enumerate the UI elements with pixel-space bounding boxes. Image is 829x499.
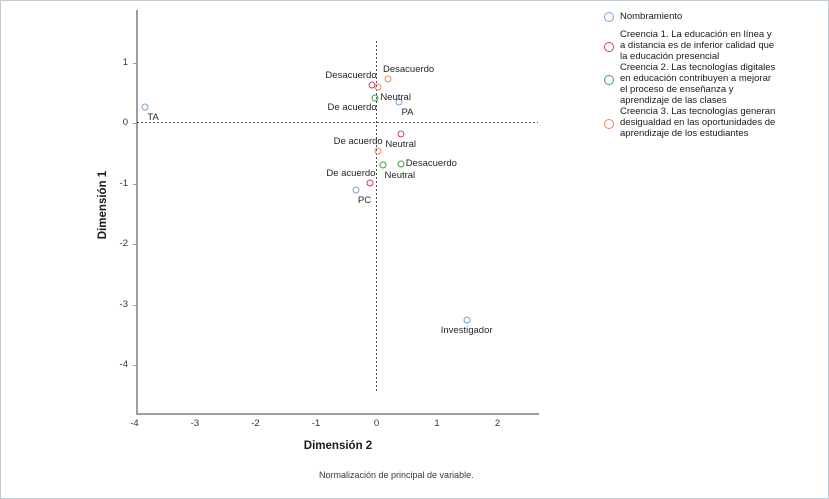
y-tick-label: 1 (122, 56, 128, 68)
y-zero-reference-line (137, 122, 538, 123)
point-label: PC (357, 194, 372, 206)
legend-swatch-creencia-2 (604, 75, 614, 85)
y-tick-mark (133, 304, 137, 306)
legend-label-line: el proceso de enseñanza y (620, 84, 734, 95)
x-tick-label: -1 (311, 418, 321, 429)
point-label: Neutral (380, 91, 411, 103)
legend-item: Nombramiento (604, 11, 828, 22)
x-tick-label: -3 (190, 418, 200, 429)
legend-label: Creencia 3. Las tecnologías generan desig… (620, 106, 775, 139)
x-tick-label: -2 (251, 418, 260, 429)
data-point (397, 130, 405, 138)
legend-item: Creencia 3. Las tecnologías generan desig… (604, 106, 828, 139)
x-zero-reference-line (376, 41, 377, 391)
point-label: TA (147, 112, 159, 124)
y-tick-mark (133, 62, 137, 64)
chart-footnote: Normalización de principal de variable. (319, 470, 474, 480)
legend-label-line: aprendizaje de los estudiantes (620, 128, 749, 139)
y-axis-line (136, 10, 138, 415)
data-point (352, 186, 360, 194)
legend-swatch-nombramiento (604, 12, 614, 22)
legend-label-line: Nombramiento (620, 11, 683, 22)
point-label: Investigador (440, 325, 493, 337)
y-tick-label: 0 (122, 117, 128, 128)
legend-label: Nombramiento (620, 11, 682, 22)
point-label: Desacuerdo (382, 64, 435, 76)
legend-label-line: la educación presencial (620, 51, 720, 62)
y-tick-label: -3 (119, 298, 128, 310)
data-point (366, 179, 374, 187)
point-label: De acuerdo (327, 101, 377, 113)
y-tick-label: -4 (119, 359, 128, 370)
x-axis-title: Dimensión 2 (303, 440, 373, 452)
point-label: De acuerdo (333, 136, 383, 148)
data-point (141, 103, 149, 111)
legend-label-line: en educación contribuyen a mejorar (620, 73, 772, 84)
data-point (463, 316, 471, 324)
data-point (371, 94, 379, 102)
x-tick-label: 1 (434, 418, 440, 429)
y-tick-mark (133, 183, 137, 185)
point-label: De acuerdo (326, 167, 376, 179)
legend-swatch-creencia-1 (604, 42, 614, 52)
x-axis-line (136, 413, 539, 415)
y-tick-mark (133, 244, 137, 245)
legend-label-line: a distancia es de inferior calidad que (620, 40, 775, 51)
point-label: Neutral (385, 138, 416, 150)
y-tick-label: -1 (119, 177, 128, 189)
legend-label-line: aprendizaje de las clases (620, 95, 727, 106)
point-label: Desacuerdo (325, 70, 377, 82)
legend-label-line: Creencia 2. Las tecnologías digitales (620, 62, 776, 73)
legend-label-line: desigualdad en las oportunidades de (620, 117, 776, 128)
y-tick-mark (133, 365, 137, 366)
point-label: Neutral (384, 169, 416, 181)
legend-item: Creencia 2. Las tecnologías digitales en … (604, 62, 828, 106)
y-axis-title: Dimensión 1 (97, 170, 109, 240)
legend-label-line: Creencia 3. Las tecnologías generan (620, 106, 776, 117)
data-point (374, 83, 382, 91)
x-tick-label: -4 (130, 418, 139, 429)
data-point (374, 147, 382, 155)
y-tick-label: -2 (119, 238, 128, 249)
y-tick-mark (133, 123, 137, 124)
data-point (368, 81, 376, 89)
legend-label-line: Creencia 1. La educación en línea y (620, 29, 772, 40)
data-point (397, 160, 405, 168)
data-point (395, 98, 403, 106)
data-point (379, 161, 387, 169)
legend-swatch-creencia-3 (604, 119, 614, 129)
x-tick-label: 2 (494, 418, 501, 429)
legend-label: Creencia 2. Las tecnologías digitales en … (620, 62, 775, 106)
data-point (384, 75, 392, 83)
legend: Nombramiento Creencia 1. La educación en … (604, 11, 828, 139)
point-label: Desacuerdo (405, 158, 457, 170)
x-tick-label: 0 (373, 418, 380, 429)
point-label: PA (401, 107, 414, 119)
